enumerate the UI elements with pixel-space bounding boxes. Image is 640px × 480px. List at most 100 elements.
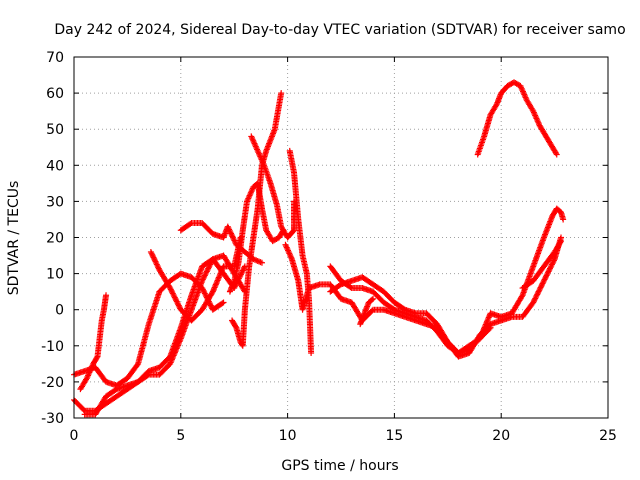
y-axis-label: SDTVAR / TECUs [6,181,22,296]
x-tick-label: 20 [492,428,510,444]
data-point [151,257,158,264]
data-point [542,273,549,280]
data-point [534,291,541,298]
data-point [220,299,227,306]
data-point [546,266,553,273]
data-point [144,372,151,379]
data-point [239,268,246,275]
series-arc-15 [519,238,565,292]
data-point [175,302,182,309]
series-arc-4 [77,292,110,393]
data-point [170,291,177,298]
data-point [538,281,545,288]
data-point [536,285,543,292]
data-point [548,262,555,269]
x-tick-label: 5 [176,428,185,444]
data-point [202,271,209,278]
y-tick-label: 50 [46,122,64,138]
grid-lines [74,57,608,418]
data-point [557,239,564,246]
data-point [493,102,500,109]
data-point [552,150,559,157]
data-point [206,262,213,269]
data-point [542,275,549,282]
data-point [545,268,552,275]
y-tick-label: 60 [46,86,64,102]
data-point [535,288,542,295]
data-point [560,216,567,223]
data-point [553,151,560,158]
y-tick-label: -20 [41,375,64,391]
data-point [203,268,210,275]
data-point [201,273,208,280]
x-tick-label: 10 [279,428,297,444]
data-point [204,266,211,273]
y-tick-label: -30 [41,411,64,427]
data-point [173,298,180,305]
data-markers [71,79,567,418]
x-axis-label: GPS time / hours [281,458,398,474]
data-point [237,271,244,278]
data-point [155,264,162,271]
data-point [154,262,161,269]
data-point [558,238,565,245]
data-point [549,260,556,267]
data-point [536,287,543,294]
data-point [174,299,181,306]
data-point [226,227,233,234]
data-point [172,295,179,302]
data-point [308,350,315,357]
data-point [347,284,354,291]
data-point [171,294,178,301]
x-tick-label: 15 [385,428,403,444]
data-point [548,261,555,268]
data-point [537,284,544,291]
series-arc-13 [327,274,494,357]
data-point [539,280,546,287]
data-point [176,303,183,310]
data-point [149,253,156,260]
data-point [153,260,160,267]
data-point [153,261,160,268]
y-tick-label: 0 [55,303,64,319]
data-point [152,258,159,265]
series-arc-14 [357,295,377,328]
data-point [232,323,239,330]
data-point [540,277,547,284]
data-point [171,293,178,300]
series-arc-8 [229,90,285,349]
data-point [202,291,209,298]
data-point [175,301,182,308]
data-point [278,90,285,97]
data-point [230,234,237,241]
data-point [219,300,226,307]
data-point [103,292,110,299]
data-point [225,225,232,232]
data-point [487,324,494,331]
data-point [169,290,176,297]
data-point [173,297,180,304]
series-arc-9 [248,133,298,241]
data-point [541,276,548,283]
data-point [93,354,100,361]
data-point [540,279,547,286]
data-point [167,286,174,293]
axis-ticks: 0 5 10 15 20 25 -30 -20 -10 0 10 20 30 40 50 60 70 [41,50,617,444]
data-point [201,289,208,296]
data-point [550,257,557,264]
data-point [232,238,239,245]
data-point [538,283,545,290]
data-point [151,255,158,262]
data-point [205,264,212,271]
data-point [550,258,557,265]
data-point [201,272,208,279]
data-point [209,289,216,296]
data-point [200,275,207,282]
data-point [547,264,554,271]
data-point [207,260,214,267]
series-arc-6 [177,220,265,266]
data-point [169,289,176,296]
data-point [148,250,155,257]
data-point [168,287,175,294]
